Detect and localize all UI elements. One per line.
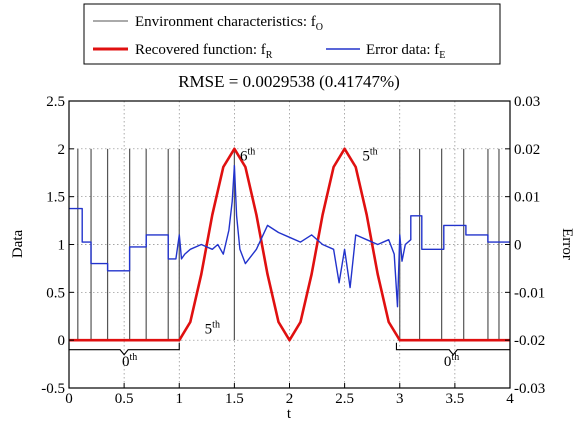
x-axis-label: t [287, 406, 292, 421]
annotations: 6th 5th 5th 0th 0th [68, 146, 511, 370]
annotation-label: 0th [444, 352, 459, 370]
y2-tick-label: -0.02 [514, 333, 545, 349]
y-axis-label-left: Data [10, 230, 26, 259]
recovered-function-line [69, 147, 510, 342]
x-tick-label: 2 [286, 391, 294, 407]
y2-tick-label: 0.02 [514, 142, 540, 158]
y-axis-label-right: Error [559, 228, 575, 260]
x-tick-label: 3 [396, 391, 404, 407]
x-tick-label: 0.5 [115, 391, 134, 407]
y-tick-label: 1 [58, 238, 66, 254]
annotation-label: 6th [240, 146, 255, 164]
plot-marks [69, 147, 510, 342]
y2-tick-label: -0.01 [514, 285, 545, 301]
annotation-label: 5th [205, 319, 220, 337]
x-tick-label: 1 [176, 391, 184, 407]
y2-tick-label: -0.03 [514, 381, 545, 397]
axis-ticks: 0 0.5 1 1.5 2 2.5 3 3.5 4-0.500.511.522.5-0.03-0… [41, 94, 545, 407]
y-tick-label: 1.5 [46, 190, 65, 206]
y-tick-label: 2.5 [46, 94, 65, 110]
x-tick-label: 4 [506, 391, 514, 407]
annotation-label: 5th [362, 146, 377, 164]
y-tick-label: 0.5 [46, 285, 65, 301]
chart-title: RMSE = 0.0029538 (0.41747%) [178, 72, 400, 91]
y2-tick-label: 0.03 [514, 94, 540, 110]
annotation-label: 0th [122, 352, 137, 370]
x-tick-label: 3.5 [446, 391, 465, 407]
legend-label-environment: Environment characteristics: fO [135, 14, 323, 33]
bracket [68, 342, 180, 356]
x-tick-label: 0 [65, 391, 73, 407]
y-tick-label: 0 [58, 333, 66, 349]
y-tick-label: 2 [58, 142, 66, 158]
legend-label-recovered: Recovered function: fR [135, 42, 273, 61]
y2-tick-label: 0 [514, 238, 522, 254]
x-tick-label: 2.5 [335, 391, 354, 407]
error-data-line [69, 164, 510, 308]
legend-box [83, 3, 501, 65]
legend: Environment characteristics: fO Recovere… [83, 3, 501, 65]
x-tick-label: 1.5 [225, 391, 244, 407]
legend-label-error: Error data: fE [366, 42, 445, 61]
y2-tick-label: 0.01 [514, 190, 540, 206]
y-tick-label: -0.5 [41, 381, 65, 397]
bracket [395, 342, 511, 356]
